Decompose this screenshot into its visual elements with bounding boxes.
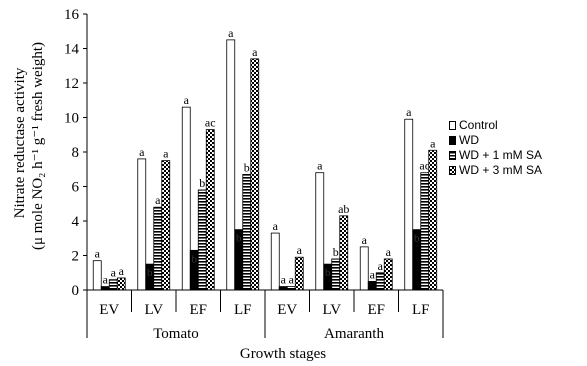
significance-letter: a (228, 26, 234, 40)
bar (250, 58, 260, 291)
y-axis-label: Nitrate reductase activity (12, 67, 28, 218)
y-axis-label-units: (μ mole NO₂ h⁻¹ g⁻¹ fresh weight) (30, 42, 46, 250)
significance-letter: ac (205, 116, 216, 130)
group-label: Tomato (153, 326, 199, 342)
legend-label: WD + 3 mM SA (459, 163, 543, 177)
significance-letter: b (236, 233, 242, 245)
bar (315, 172, 325, 291)
bar (197, 189, 207, 291)
legend-item-wd-3mm-sa: WD + 3 mM SA (449, 163, 542, 178)
legend-swatch-striped (449, 151, 456, 160)
significance-letter: a (252, 45, 258, 59)
bar (270, 232, 280, 291)
significance-letter: a (119, 264, 125, 278)
significance-letter: ac (419, 159, 430, 173)
bar (294, 256, 304, 291)
bar (242, 174, 252, 291)
y-tick-label: 16 (64, 7, 80, 23)
bar (420, 172, 430, 291)
bar (278, 286, 288, 291)
x-tick-label: EF (367, 302, 385, 318)
significance-letter: b (199, 176, 205, 190)
significance-letter: a (362, 233, 368, 247)
significance-letter: a (184, 93, 190, 107)
bar (100, 286, 110, 291)
bar (286, 286, 296, 291)
significance-letter: ab (338, 202, 349, 216)
y-tick-label: 4 (72, 214, 80, 230)
legend-label: WD + 1 mM SA (459, 148, 543, 162)
bar (359, 246, 369, 291)
x-tick-label: LV (322, 302, 341, 318)
bar (383, 258, 393, 291)
legend-swatch-white (449, 121, 456, 130)
bar (181, 106, 191, 291)
significance-letter: a (378, 259, 384, 273)
legend: Control WD WD + 1 mM SA WD + 3 mM SA (449, 118, 542, 178)
bar (161, 160, 171, 291)
x-axis-label: Growth stages (240, 346, 326, 362)
significance-letter: a (370, 267, 376, 281)
significance-letter: a (430, 136, 436, 150)
significance-letter: a (103, 273, 109, 287)
bar (339, 215, 349, 291)
legend-item-wd-1mm-sa: WD + 1 mM SA (449, 148, 542, 163)
x-tick-label: LF (412, 302, 430, 318)
significance-letter: a (406, 105, 412, 119)
legend-item-wd: WD (449, 133, 542, 148)
y-tick-label: 12 (64, 76, 79, 92)
x-tick-label: EV (99, 302, 119, 318)
x-tick-label: EV (277, 302, 297, 318)
significance-letter: a (317, 159, 323, 173)
significance-letter: b (192, 253, 198, 265)
significance-letter: a (139, 145, 145, 159)
bar (226, 39, 236, 291)
bar (375, 272, 385, 291)
bar (404, 118, 414, 291)
y-tick-label: 14 (64, 42, 80, 58)
x-tick-label: LF (234, 302, 252, 318)
bar (428, 149, 438, 291)
significance-letter: a (289, 273, 295, 287)
bar (205, 129, 215, 291)
y-tick-label: 2 (72, 249, 80, 265)
bar (108, 279, 118, 291)
legend-label: Control (459, 118, 498, 132)
significance-letter: b (414, 233, 420, 245)
significance-letter: b (244, 160, 250, 174)
significance-letter: a (95, 247, 101, 261)
legend-swatch-black (449, 136, 456, 145)
legend-label: WD (459, 133, 479, 147)
group-label: Amaranth (324, 326, 384, 342)
bar (92, 260, 102, 291)
significance-letter: a (386, 245, 392, 259)
bar (367, 280, 377, 291)
bar (116, 277, 126, 291)
significance-letter: a (297, 243, 303, 257)
significance-letter: a (281, 273, 287, 287)
axes-layer: 0 2 4 6 8 10 12 14 16 EV LV EF LF EV LV EF LF Tomato Amara… (64, 7, 444, 342)
significance-letter: a (155, 193, 161, 207)
significance-letter: b (325, 267, 331, 279)
y-tick-label: 0 (72, 283, 80, 299)
significance-letter: a (163, 147, 169, 161)
bar (153, 206, 163, 291)
y-tick-label: 8 (72, 145, 80, 161)
x-tick-label: EF (189, 302, 207, 318)
y-tick-label: 6 (72, 180, 80, 196)
x-tick-label: LV (144, 302, 163, 318)
significance-letter: a (111, 266, 117, 280)
bar (331, 258, 341, 291)
bar (137, 158, 147, 291)
significance-letter: b (333, 245, 339, 259)
significance-letter: a (273, 219, 279, 233)
legend-item-control: Control (449, 118, 542, 133)
legend-swatch-checkered (449, 166, 456, 175)
y-tick-label: 10 (64, 111, 79, 127)
significance-letter: b (147, 267, 153, 279)
